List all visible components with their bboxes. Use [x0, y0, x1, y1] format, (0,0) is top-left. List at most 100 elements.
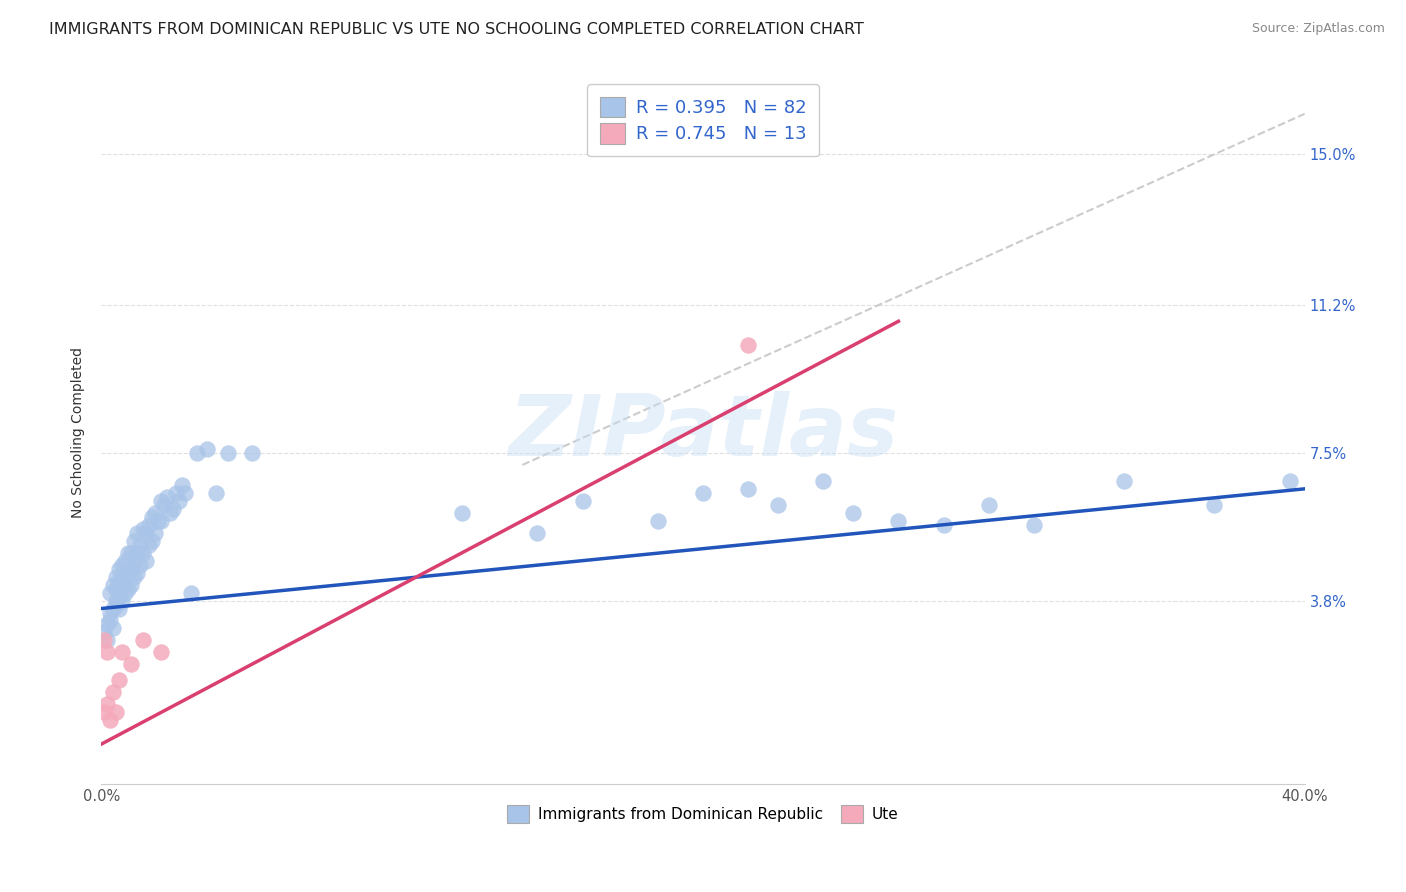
Point [114, 585, 136, 599]
Point [98, 585, 121, 599]
Point [103, 601, 125, 615]
Point [120, 561, 142, 575]
Point [108, 590, 131, 604]
Point [138, 517, 160, 532]
Point [105, 598, 128, 612]
Point [98, 713, 121, 727]
Point [98, 614, 121, 628]
Point [1204, 498, 1226, 512]
Point [169, 493, 191, 508]
Point [150, 493, 173, 508]
Point [156, 490, 179, 504]
Point [105, 705, 128, 719]
Point [977, 498, 1000, 512]
Point [129, 538, 152, 552]
Point [124, 569, 146, 583]
Point [172, 478, 194, 492]
Point [111, 645, 134, 659]
Point [96, 617, 118, 632]
Point [93, 705, 115, 719]
Point [162, 501, 184, 516]
Point [105, 569, 128, 583]
Point [105, 593, 128, 607]
Point [98, 606, 121, 620]
Point [96, 645, 118, 659]
Point [138, 538, 160, 552]
Point [96, 698, 118, 712]
Point [120, 577, 142, 591]
Point [766, 498, 789, 512]
Point [132, 633, 155, 648]
Y-axis label: No Schooling Completed: No Schooling Completed [72, 348, 86, 518]
Text: ZIPatlas: ZIPatlas [508, 392, 898, 475]
Point [692, 485, 714, 500]
Point [129, 558, 152, 572]
Point [114, 577, 136, 591]
Point [108, 585, 131, 599]
Point [105, 582, 128, 596]
Point [153, 498, 176, 512]
Point [127, 566, 149, 580]
Point [204, 485, 226, 500]
Point [108, 574, 131, 588]
Point [148, 514, 170, 528]
Point [117, 546, 139, 560]
Point [451, 506, 474, 520]
Point [124, 554, 146, 568]
Point [108, 601, 131, 615]
Point [135, 525, 157, 540]
Point [1114, 474, 1136, 488]
Point [150, 645, 173, 659]
Point [120, 546, 142, 560]
Point [120, 657, 142, 672]
Point [813, 474, 835, 488]
Point [145, 525, 167, 540]
Point [186, 446, 208, 460]
Point [93, 625, 115, 640]
Point [174, 485, 197, 500]
Point [124, 533, 146, 548]
Point [180, 585, 202, 599]
Point [103, 622, 125, 636]
Point [932, 517, 955, 532]
Point [141, 533, 163, 548]
Point [114, 554, 136, 568]
Point [842, 506, 865, 520]
Point [165, 485, 187, 500]
Text: Source: ZipAtlas.com: Source: ZipAtlas.com [1251, 22, 1385, 36]
Point [103, 685, 125, 699]
Point [150, 514, 173, 528]
Point [887, 514, 910, 528]
Point [111, 593, 134, 607]
Point [117, 566, 139, 580]
Point [114, 569, 136, 583]
Point [108, 673, 131, 688]
Point [647, 514, 669, 528]
Point [96, 633, 118, 648]
Point [737, 482, 759, 496]
Point [117, 582, 139, 596]
Point [526, 525, 548, 540]
Point [195, 442, 218, 456]
Point [127, 525, 149, 540]
Point [1278, 474, 1301, 488]
Point [111, 574, 134, 588]
Point [1022, 517, 1045, 532]
Point [103, 577, 125, 591]
Point [135, 554, 157, 568]
Point [93, 633, 115, 648]
Text: IMMIGRANTS FROM DOMINICAN REPUBLIC VS UTE NO SCHOOLING COMPLETED CORRELATION CHA: IMMIGRANTS FROM DOMINICAN REPUBLIC VS UT… [49, 22, 865, 37]
Point [108, 561, 131, 575]
Point [159, 506, 181, 520]
Point [737, 338, 759, 352]
Legend: Immigrants from Dominican Republic, Ute: Immigrants from Dominican Republic, Ute [501, 799, 904, 829]
Point [571, 493, 593, 508]
Point [111, 558, 134, 572]
Point [132, 522, 155, 536]
Point [141, 509, 163, 524]
Point [132, 546, 155, 560]
Point [127, 546, 149, 560]
Point [240, 446, 263, 460]
Point [145, 506, 167, 520]
Point [217, 446, 239, 460]
